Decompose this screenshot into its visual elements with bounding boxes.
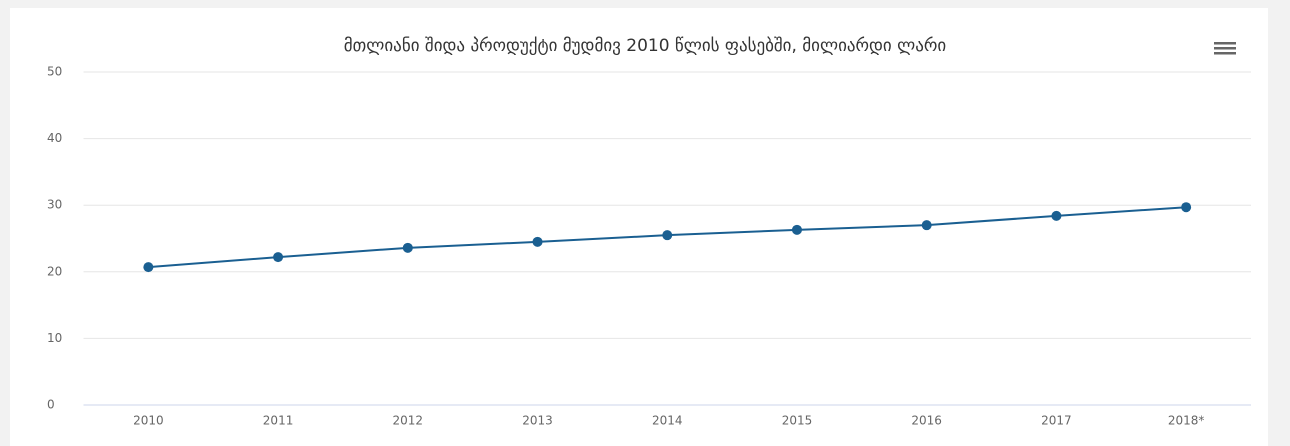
y-tick-label: 40 <box>47 131 62 145</box>
chart-background <box>10 8 1268 446</box>
point <box>143 262 154 273</box>
x-tick-label: 2013 <box>522 414 553 428</box>
menu-bar <box>1214 42 1236 45</box>
menu-button[interactable] <box>1214 42 1236 55</box>
chart-title: მთლიანი შიდა პროდუქტი მუდმივ 2010 წლის ფ… <box>344 36 946 56</box>
x-tick-label: 2011 <box>263 414 294 428</box>
y-tick-label: 20 <box>47 264 62 278</box>
point <box>1181 202 1192 213</box>
y-tick-label: 0 <box>47 398 55 412</box>
x-tick-label: 2014 <box>652 414 683 428</box>
menu-bar <box>1214 52 1236 55</box>
x-tick-label: 2015 <box>782 414 813 428</box>
point <box>402 242 413 253</box>
x-tick-label: 2016 <box>911 414 942 428</box>
point <box>532 236 543 247</box>
y-tick-label: 30 <box>47 198 62 212</box>
x-tick-label: 2010 <box>133 414 164 428</box>
point <box>791 224 802 235</box>
y-tick-label: 50 <box>47 65 62 79</box>
x-tick-label: 2012 <box>393 414 424 428</box>
y-tick-label: 10 <box>47 331 62 345</box>
point <box>921 220 932 231</box>
x-tick-label: 2017 <box>1041 414 1072 428</box>
point <box>273 252 284 263</box>
point <box>662 230 673 241</box>
menu-bar <box>1214 47 1236 50</box>
x-tick-label: 2018* <box>1168 414 1205 428</box>
point <box>1051 210 1062 221</box>
